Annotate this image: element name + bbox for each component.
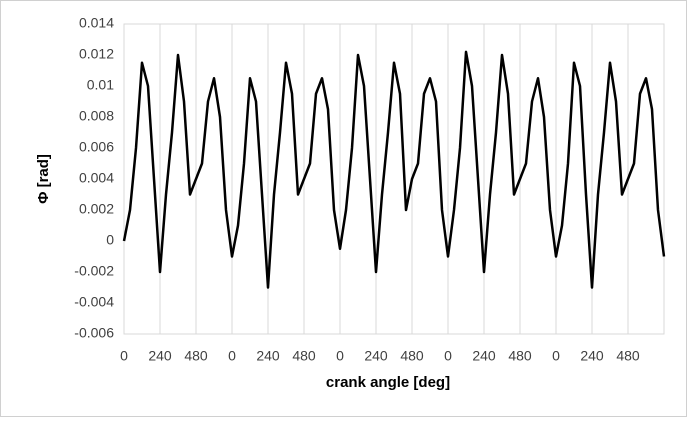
y-tick-label: -0.004 (74, 294, 114, 310)
y-axis-label: Φ [rad] (35, 154, 52, 204)
x-tick-label: 240 (364, 348, 388, 364)
x-tick-label: 480 (400, 348, 424, 364)
y-tick-label: 0.014 (79, 15, 114, 31)
y-tick-label: 0.012 (79, 46, 114, 62)
y-tick-label: 0.002 (79, 201, 114, 217)
y-tick-label: 0 (106, 232, 114, 248)
y-tick-label: -0.002 (74, 263, 114, 279)
x-tick-label: 480 (616, 348, 640, 364)
x-tick-label: 240 (256, 348, 280, 364)
y-tick-label: -0.006 (74, 325, 114, 341)
x-tick-label: 0 (120, 348, 128, 364)
y-tick-label: 0.01 (87, 77, 114, 93)
data-line (122, 50, 666, 289)
x-tick-label: 0 (444, 348, 452, 364)
y-tick-label: 0.004 (79, 170, 114, 186)
x-tick-label: 0 (228, 348, 236, 364)
x-tick-label: 240 (472, 348, 496, 364)
x-tick-label: 480 (508, 348, 532, 364)
x-tick-label: 0 (552, 348, 560, 364)
x-tick-label: 0 (336, 348, 344, 364)
x-tick-label: 480 (184, 348, 208, 364)
y-tick-label: 0.008 (79, 108, 114, 124)
x-tick-label: 240 (148, 348, 172, 364)
x-tick-label: 480 (292, 348, 316, 364)
x-tick-label: 240 (580, 348, 604, 364)
x-axis-label: crank angle [deg] (326, 374, 450, 391)
y-tick-label: 0.006 (79, 139, 114, 155)
